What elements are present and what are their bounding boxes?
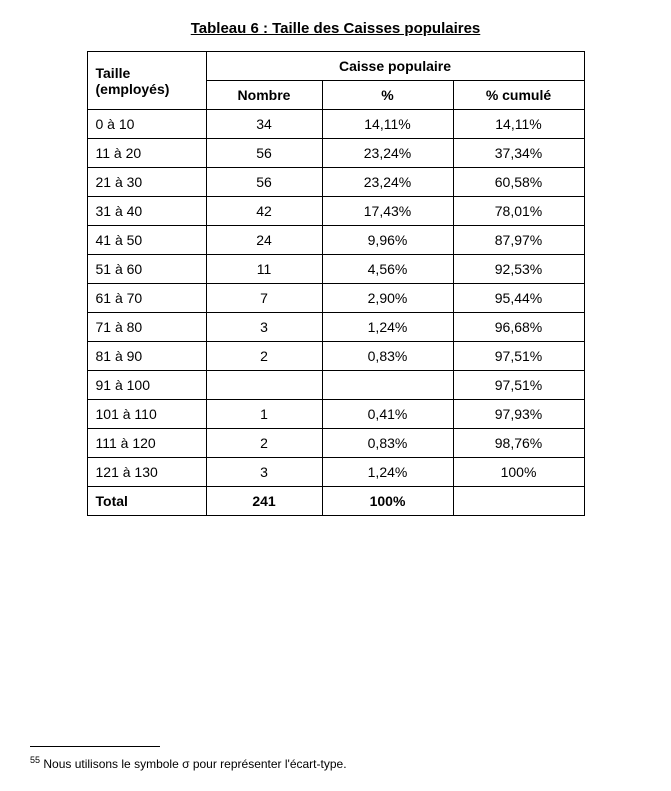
cell-cum: 97,93% <box>453 400 584 429</box>
footnote-text: Nous utilisons le symbole σ pour représe… <box>43 757 346 771</box>
cell-nombre: 34 <box>206 110 322 139</box>
cell-nombre: 42 <box>206 197 322 226</box>
cell-cum: 60,58% <box>453 168 584 197</box>
cell-cum: 98,76% <box>453 429 584 458</box>
cell-pct: 2,90% <box>322 284 453 313</box>
footnote-separator <box>30 746 160 747</box>
cell-total-cum <box>453 487 584 516</box>
cell-label: 61 à 70 <box>87 284 206 313</box>
table-row: 91 à 100 97,51% <box>87 371 584 400</box>
data-table: Taille (employés) Caisse populaire Nombr… <box>87 51 585 516</box>
cell-label: 91 à 100 <box>87 371 206 400</box>
cell-label: 81 à 90 <box>87 342 206 371</box>
cell-cum: 97,51% <box>453 342 584 371</box>
cell-label: 21 à 30 <box>87 168 206 197</box>
cell-nombre <box>206 371 322 400</box>
table-row: 21 à 305623,24%60,58% <box>87 168 584 197</box>
footnote: 55 Nous utilisons le symbole σ pour repr… <box>30 755 641 771</box>
table-row: 11 à 205623,24%37,34% <box>87 139 584 168</box>
table-row: 51 à 60114,56%92,53% <box>87 255 584 284</box>
footnote-number: 55 <box>30 755 40 765</box>
cell-pct: 4,56% <box>322 255 453 284</box>
table-title: Tableau 6 : Taille des Caisses populaire… <box>30 20 641 37</box>
header-taille-line1: Taille <box>96 65 131 81</box>
table-row: 121 à 13031,24%100% <box>87 458 584 487</box>
cell-label: 111 à 120 <box>87 429 206 458</box>
header-nombre: Nombre <box>206 81 322 110</box>
table-row: 81 à 9020,83%97,51% <box>87 342 584 371</box>
cell-label: 51 à 60 <box>87 255 206 284</box>
cell-total-label: Total <box>87 487 206 516</box>
cell-pct: 1,24% <box>322 313 453 342</box>
cell-pct: 9,96% <box>322 226 453 255</box>
cell-total-pct: 100% <box>322 487 453 516</box>
cell-nombre: 56 <box>206 139 322 168</box>
cell-pct: 0,41% <box>322 400 453 429</box>
cell-nombre: 7 <box>206 284 322 313</box>
table-row: 0 à 103414,11%14,11% <box>87 110 584 139</box>
table-row: 71 à 8031,24%96,68% <box>87 313 584 342</box>
cell-label: 0 à 10 <box>87 110 206 139</box>
cell-nombre: 24 <box>206 226 322 255</box>
cell-nombre: 3 <box>206 313 322 342</box>
header-taille-line2: (employés) <box>96 81 170 97</box>
cell-label: 101 à 110 <box>87 400 206 429</box>
cell-pct: 23,24% <box>322 139 453 168</box>
cell-pct: 0,83% <box>322 342 453 371</box>
cell-pct: 1,24% <box>322 458 453 487</box>
cell-cum: 100% <box>453 458 584 487</box>
cell-label: 41 à 50 <box>87 226 206 255</box>
cell-cum: 96,68% <box>453 313 584 342</box>
header-taille: Taille (employés) <box>87 52 206 110</box>
cell-nombre: 2 <box>206 429 322 458</box>
cell-pct: 23,24% <box>322 168 453 197</box>
cell-label: 71 à 80 <box>87 313 206 342</box>
cell-label: 31 à 40 <box>87 197 206 226</box>
table-row: 41 à 50249,96%87,97% <box>87 226 584 255</box>
cell-nombre: 3 <box>206 458 322 487</box>
cell-cum: 97,51% <box>453 371 584 400</box>
cell-label: 11 à 20 <box>87 139 206 168</box>
cell-cum: 87,97% <box>453 226 584 255</box>
cell-cum: 92,53% <box>453 255 584 284</box>
cell-nombre: 11 <box>206 255 322 284</box>
table-row: 111 à 12020,83%98,76% <box>87 429 584 458</box>
cell-nombre: 2 <box>206 342 322 371</box>
header-cum: % cumulé <box>453 81 584 110</box>
cell-nombre: 1 <box>206 400 322 429</box>
cell-cum: 37,34% <box>453 139 584 168</box>
table-row: 31 à 404217,43%78,01% <box>87 197 584 226</box>
cell-total-nombre: 241 <box>206 487 322 516</box>
cell-label: 121 à 130 <box>87 458 206 487</box>
cell-pct: 0,83% <box>322 429 453 458</box>
cell-cum: 78,01% <box>453 197 584 226</box>
table-row: 61 à 7072,90%95,44% <box>87 284 584 313</box>
table-row-total: Total241100% <box>87 487 584 516</box>
cell-nombre: 56 <box>206 168 322 197</box>
cell-pct: 14,11% <box>322 110 453 139</box>
cell-cum: 14,11% <box>453 110 584 139</box>
header-group: Caisse populaire <box>206 52 584 81</box>
cell-pct: 17,43% <box>322 197 453 226</box>
table-row: 101 à 11010,41%97,93% <box>87 400 584 429</box>
header-pct: % <box>322 81 453 110</box>
cell-cum: 95,44% <box>453 284 584 313</box>
cell-pct <box>322 371 453 400</box>
